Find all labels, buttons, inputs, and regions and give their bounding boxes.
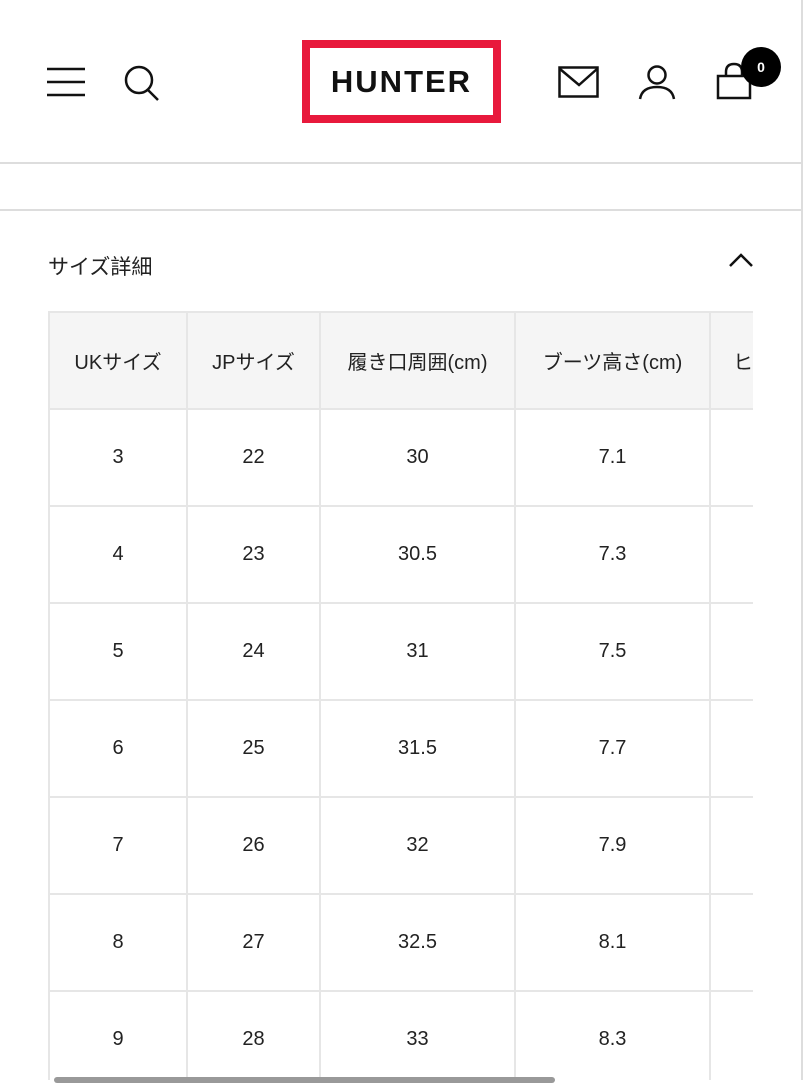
table-row: 7 26 32 7.9 — [48, 796, 753, 895]
table-cell: 7.9 — [514, 796, 711, 895]
site-header: HUNTER 0 — [0, 0, 801, 164]
search-icon[interactable] — [123, 64, 161, 102]
table-cell — [709, 796, 753, 895]
cart-count-badge: 0 — [741, 47, 781, 87]
table-header-row: UKサイズ JPサイズ 履き口周囲(cm) ブーツ高さ(cm) ヒ･ — [48, 311, 753, 410]
table-cell: 4 — [48, 505, 188, 604]
table-cell: 8 — [48, 893, 188, 992]
table-cell: 25 — [186, 699, 321, 798]
spacer-band — [0, 164, 801, 211]
table-cell: 30 — [319, 408, 516, 507]
table-cell — [709, 505, 753, 604]
header-jp-size: JPサイズ — [186, 311, 321, 410]
table-cell: 6 — [48, 699, 188, 798]
header-boot-height: ブーツ高さ(cm) — [514, 311, 711, 410]
size-details-title[interactable]: サイズ詳細 — [48, 256, 153, 279]
chevron-up-icon[interactable] — [728, 252, 754, 268]
header-heel: ヒ･ — [709, 311, 753, 410]
table-cell: 23 — [186, 505, 321, 604]
mail-icon[interactable] — [558, 66, 600, 98]
hunter-logo[interactable]: HUNTER — [302, 40, 501, 123]
table-cell: 7 — [48, 796, 188, 895]
table-cell: 5 — [48, 602, 188, 701]
table-cell — [709, 602, 753, 701]
table-cell: 9 — [48, 990, 188, 1080]
table-row: 3 22 30 7.1 — [48, 408, 753, 507]
account-icon[interactable] — [638, 64, 676, 100]
horizontal-scrollbar[interactable] — [54, 1077, 555, 1083]
table-row: 9 28 33 8.3 — [48, 990, 753, 1080]
table-cell: 31 — [319, 602, 516, 701]
header-opening-circumference: 履き口周囲(cm) — [319, 311, 516, 410]
table-cell: 7.5 — [514, 602, 711, 701]
table-row: 6 25 31.5 7.7 — [48, 699, 753, 798]
table-cell: 28 — [186, 990, 321, 1080]
table-cell: 8.1 — [514, 893, 711, 992]
size-table-scroller[interactable]: UKサイズ JPサイズ 履き口周囲(cm) ブーツ高さ(cm) ヒ･ 32230… — [48, 311, 753, 1080]
size-table: UKサイズ JPサイズ 履き口周囲(cm) ブーツ高さ(cm) ヒ･ 32230… — [48, 311, 753, 1080]
table-cell: 32.5 — [319, 893, 516, 992]
table-row: 4 23 30.5 7.3 — [48, 505, 753, 604]
table-row: 5 24 31 7.5 — [48, 602, 753, 701]
table-row: 8 27 32.5 8.1 — [48, 893, 753, 992]
table-cell — [709, 408, 753, 507]
table-cell: 22 — [186, 408, 321, 507]
table-cell: 32 — [319, 796, 516, 895]
header-uk-size: UKサイズ — [48, 311, 188, 410]
table-cell: 7.1 — [514, 408, 711, 507]
table-cell: 3 — [48, 408, 188, 507]
table-cell: 24 — [186, 602, 321, 701]
table-cell — [709, 990, 753, 1080]
table-cell — [709, 893, 753, 992]
table-cell: 26 — [186, 796, 321, 895]
table-cell: 33 — [319, 990, 516, 1080]
table-cell: 30.5 — [319, 505, 516, 604]
table-cell: 27 — [186, 893, 321, 992]
menu-icon[interactable] — [47, 66, 85, 98]
table-cell: 7.7 — [514, 699, 711, 798]
page-edge — [801, 0, 803, 1080]
table-cell — [709, 699, 753, 798]
table-cell: 7.3 — [514, 505, 711, 604]
table-cell: 8.3 — [514, 990, 711, 1080]
table-cell: 31.5 — [319, 699, 516, 798]
